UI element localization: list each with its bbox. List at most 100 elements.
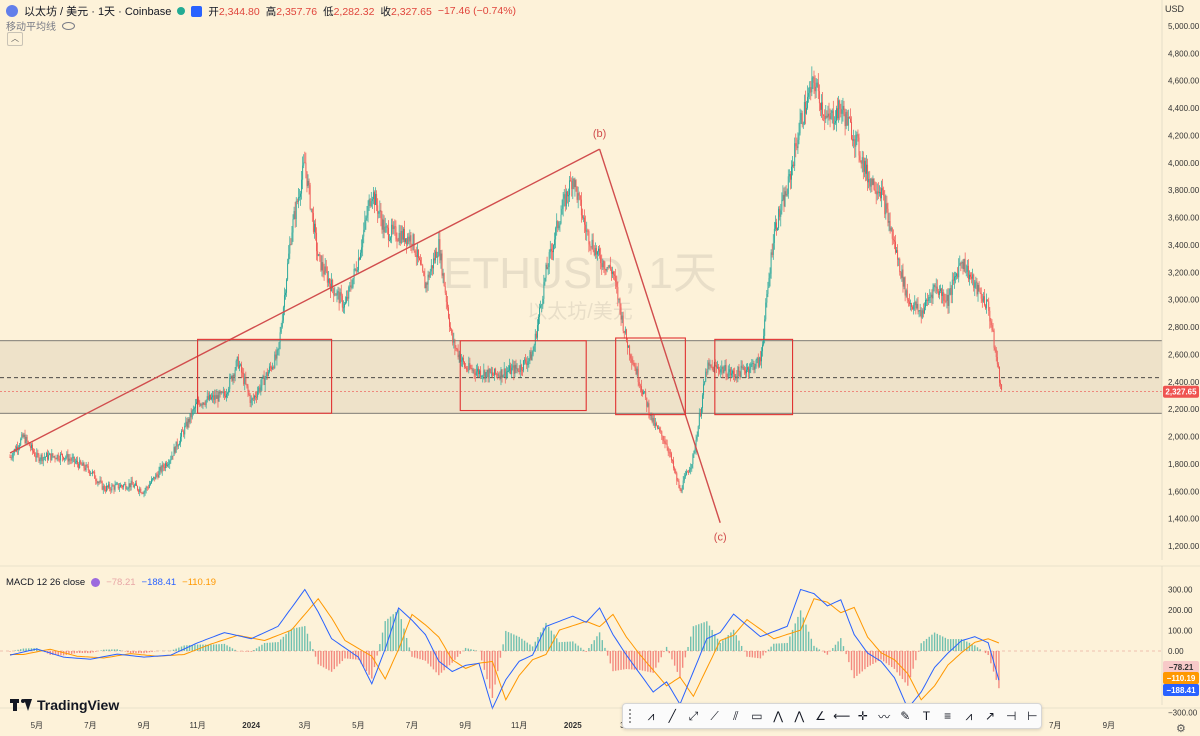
wave-icon[interactable]: 〰 [878, 709, 891, 724]
path-icon[interactable]: ↗ [985, 709, 996, 723]
indicator-legend[interactable]: 移动平均线 [6, 18, 75, 33]
candle-body [883, 190, 885, 196]
toolbar-drag-handle[interactable] [629, 709, 636, 723]
candle-body [639, 385, 641, 387]
abcd-pattern-icon[interactable]: ⩘ [647, 708, 655, 723]
macd-histogram-bar [727, 635, 729, 651]
brush-icon[interactable]: ✎ [900, 709, 911, 723]
indicator-label[interactable]: 移动平均线 [6, 22, 56, 33]
candle-body [378, 211, 380, 214]
crosshair-icon[interactable]: ✛ [857, 709, 868, 723]
candle-body [235, 360, 237, 370]
candle-body [645, 391, 647, 398]
macd-histogram-bar [891, 651, 893, 668]
candle-body [32, 444, 33, 451]
candle-body [849, 118, 851, 123]
candle-body [741, 365, 743, 369]
macd-histogram-bar [349, 651, 352, 659]
rectangle-icon[interactable]: ▭ [751, 709, 763, 723]
macd-histogram-bar [103, 649, 105, 651]
lines-icon[interactable]: ≡ [944, 709, 952, 723]
macd-legend[interactable]: MACD 12 26 close −78.21 −188.41 −110.19 [6, 577, 216, 588]
candle-body [869, 178, 871, 187]
abcd-icon[interactable]: ⋀ [794, 709, 805, 723]
candle-body [704, 381, 706, 385]
candle-body [177, 445, 179, 447]
candle-body [571, 180, 573, 190]
text-icon[interactable]: T [922, 709, 931, 723]
candle-body [769, 273, 771, 279]
candle-body [925, 300, 926, 308]
line-icon[interactable]: ╱ [668, 709, 676, 723]
collapse-legend-button[interactable]: ︿ [7, 32, 23, 46]
macd-histogram-bar [397, 609, 400, 651]
eye-icon[interactable] [62, 21, 75, 30]
candle-body [808, 92, 810, 97]
candle-body [66, 453, 68, 458]
candle-body [529, 351, 531, 359]
candle-body [880, 191, 881, 199]
drawing-toolbar[interactable]: ⩘ ╱ ⤢ ⟋ ⫽ ▭ ⋀ ⋀ ∠ ⟵ ✛ 〰 ✎ T ≡ ⩘ ↗ ⊣ ⊢ [622, 703, 1042, 729]
extended-line-icon[interactable]: ⟋ [710, 708, 719, 723]
candle-body [630, 355, 632, 359]
candle-body [532, 351, 534, 355]
candle-body [520, 365, 522, 371]
macd-histogram-bar [266, 642, 268, 651]
candle-body [392, 224, 394, 230]
candle-body [624, 329, 626, 333]
elliott-icon[interactable]: ⩘ [965, 708, 973, 723]
macd-histogram-bar [395, 611, 397, 651]
date-range-icon[interactable]: ⊢ [1027, 709, 1038, 723]
candle-body [136, 483, 137, 487]
macd-histogram-bar [510, 633, 512, 651]
macd-histogram-bar [247, 651, 250, 652]
candle-body [817, 82, 819, 92]
consolidation-box [197, 338, 333, 414]
macd-histogram-bar [545, 622, 547, 651]
candle-body [512, 365, 514, 368]
candle-body [380, 210, 382, 219]
candle-body [712, 366, 714, 372]
macd-histogram-bar [724, 637, 727, 651]
eye-icon[interactable] [91, 578, 101, 587]
candle-body [501, 369, 503, 378]
tradingview-logo[interactable]: TradingView [10, 697, 119, 713]
candle-body [156, 474, 158, 476]
candle-body [936, 286, 938, 292]
candle-body [286, 279, 288, 293]
candle-body [294, 211, 296, 220]
macd-histogram-bar [690, 636, 692, 651]
candle-body [707, 362, 709, 373]
candle-body [780, 210, 782, 217]
settings-gear-icon[interactable]: ⚙ [1176, 723, 1186, 735]
macd-histogram-bar [285, 634, 287, 651]
price-tick-label: 2,400.00 [1168, 378, 1200, 387]
macd-signal-tag-bg [1163, 672, 1199, 684]
xabcd-icon[interactable]: ⋀ [773, 709, 784, 723]
macd-histogram-bar [915, 651, 917, 661]
candle-body [168, 464, 170, 465]
macd-histogram-bar [799, 610, 802, 651]
horizontal-ray-icon[interactable]: ⟵ [833, 709, 851, 723]
macd-histogram-bar [52, 651, 54, 655]
parallel-channel-icon[interactable]: ⫽ [733, 708, 739, 723]
angle-icon[interactable]: ∠ [815, 709, 826, 723]
candle-body [247, 386, 249, 392]
candle-body [202, 402, 204, 405]
candle-body [890, 227, 892, 231]
macd-histogram-bar [338, 651, 341, 664]
candle-body [696, 436, 698, 440]
candle-body [207, 396, 209, 400]
macd-histogram-bar [617, 651, 620, 671]
currency-label[interactable]: USD [1165, 4, 1185, 14]
measure-icon[interactable]: ⊣ [1005, 709, 1017, 723]
price-tick-label: 3,200.00 [1168, 268, 1200, 277]
candle-body [694, 449, 696, 451]
ray-icon[interactable]: ⤢ [688, 708, 699, 723]
macd-label[interactable]: MACD 12 26 close [6, 577, 86, 588]
symbol-title[interactable]: 以太坊 / 美元 · 1天 · Coinbase [24, 6, 172, 18]
time-tick-label: 5月 [352, 721, 364, 730]
macd-histogram-bar [472, 649, 475, 651]
macd-histogram-bar [279, 639, 282, 651]
